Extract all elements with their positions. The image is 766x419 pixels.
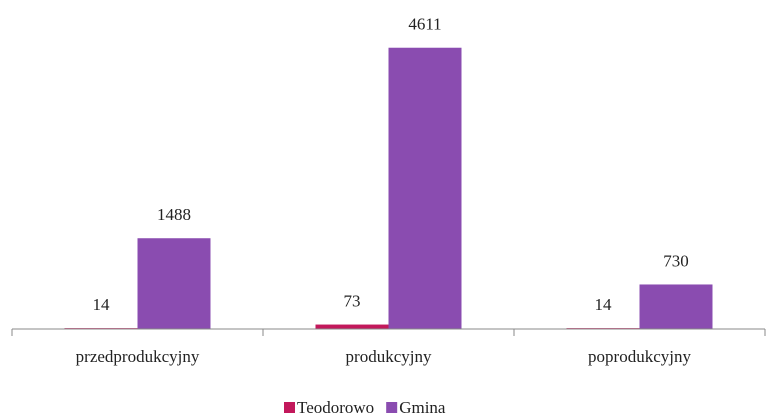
bar bbox=[388, 47, 462, 329]
value-label: 1488 bbox=[157, 205, 191, 224]
legend-label: Gmina bbox=[399, 398, 446, 417]
bar bbox=[137, 238, 211, 329]
x-tick-label: przedprodukcyjny bbox=[76, 347, 200, 366]
x-tick-label: produkcyjny bbox=[346, 347, 432, 366]
bar bbox=[639, 284, 713, 329]
legend-swatch bbox=[284, 402, 295, 413]
x-tick-label: poprodukcyjny bbox=[588, 347, 691, 366]
value-label: 4611 bbox=[408, 15, 441, 34]
value-label: 14 bbox=[595, 295, 613, 314]
value-label: 14 bbox=[93, 295, 111, 314]
legend-label: Teodorowo bbox=[297, 398, 374, 417]
value-label: 73 bbox=[344, 291, 361, 310]
value-label: 730 bbox=[663, 251, 689, 270]
legend-swatch bbox=[386, 402, 398, 413]
bar bbox=[315, 324, 389, 329]
